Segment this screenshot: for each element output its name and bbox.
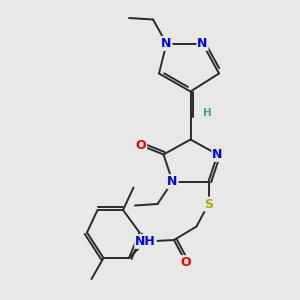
Text: H: H — [202, 108, 211, 118]
Text: O: O — [136, 139, 146, 152]
Text: N: N — [161, 37, 172, 50]
Text: N: N — [167, 175, 178, 188]
Text: NH: NH — [135, 235, 156, 248]
Text: N: N — [212, 148, 223, 161]
Text: O: O — [181, 256, 191, 269]
Text: N: N — [197, 37, 208, 50]
Text: S: S — [204, 197, 213, 211]
